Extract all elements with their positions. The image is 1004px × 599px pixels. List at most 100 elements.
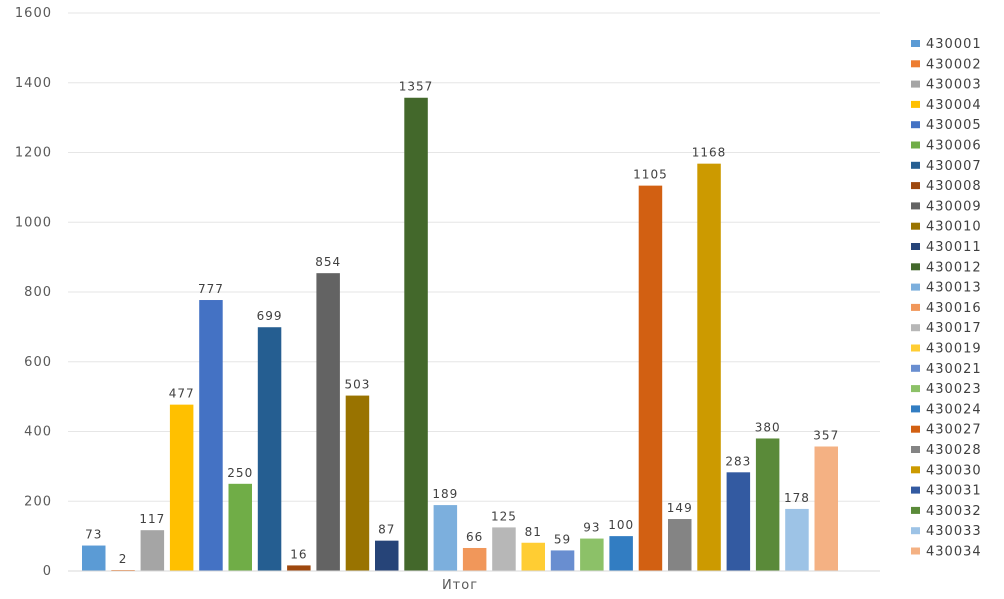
legend: 430001 430002 430003 430004 430005 430006 4300… bbox=[911, 37, 982, 560]
bar-430016 bbox=[462, 547, 487, 571]
data-label-430028: 149 bbox=[667, 501, 693, 515]
legend-swatch-430007 bbox=[911, 161, 920, 169]
data-label-430012: 1357 bbox=[399, 80, 434, 94]
legend-entry-430023: 430023 bbox=[926, 382, 982, 397]
data-label-430024: 100 bbox=[608, 518, 634, 532]
y-tick-label: 800 bbox=[24, 285, 52, 300]
bar-430034 bbox=[814, 446, 838, 571]
data-label-430031: 283 bbox=[725, 454, 751, 468]
y-tick-label: 1600 bbox=[15, 6, 52, 21]
legend-swatch-430023 bbox=[911, 385, 920, 393]
legend-entry-430013: 430013 bbox=[926, 281, 982, 296]
data-label-430021: 59 bbox=[554, 532, 571, 546]
bar-430004 bbox=[169, 404, 194, 571]
legend-swatch-430005 bbox=[911, 121, 920, 129]
data-label-430004: 477 bbox=[169, 387, 195, 401]
bar-430008 bbox=[287, 565, 311, 571]
legend-entry-430009: 430009 bbox=[926, 199, 982, 214]
x-category-label: Итог bbox=[442, 578, 478, 593]
bar-430012 bbox=[404, 97, 428, 571]
y-tick-label: 1200 bbox=[15, 146, 52, 161]
data-label-430027: 1105 bbox=[633, 168, 668, 182]
bars bbox=[82, 97, 838, 571]
legend-entry-430032: 430032 bbox=[926, 504, 982, 519]
legend-swatch-430019 bbox=[911, 344, 920, 352]
y-tick-label: 1000 bbox=[15, 215, 52, 230]
bar-430007 bbox=[257, 327, 282, 571]
y-tick-label: 0 bbox=[43, 564, 52, 579]
legend-swatch-430027 bbox=[911, 425, 920, 433]
bar-430030 bbox=[697, 163, 721, 571]
legend-swatch-430003 bbox=[911, 80, 920, 88]
legend-swatch-430009 bbox=[911, 202, 920, 210]
data-label-430011: 87 bbox=[378, 523, 395, 537]
bar-430032 bbox=[755, 438, 780, 571]
legend-entry-430034: 430034 bbox=[926, 545, 982, 560]
legend-entry-430006: 430006 bbox=[926, 139, 982, 154]
legend-entry-430005: 430005 bbox=[926, 118, 982, 133]
data-label-430023: 93 bbox=[583, 521, 600, 535]
legend-entry-430004: 430004 bbox=[926, 98, 982, 113]
legend-entry-430008: 430008 bbox=[926, 179, 982, 194]
data-label-430009: 854 bbox=[315, 255, 341, 269]
legend-entry-430030: 430030 bbox=[926, 463, 982, 478]
bar-430027 bbox=[638, 185, 663, 571]
bar-430017 bbox=[492, 527, 516, 571]
bar-430019 bbox=[521, 542, 545, 571]
y-tick-label: 200 bbox=[24, 494, 52, 509]
legend-entry-430031: 430031 bbox=[926, 484, 982, 499]
legend-swatch-430016 bbox=[911, 303, 920, 311]
y-axis-ticks: 0 200 400 600 800 1000 1200 1400 1600 bbox=[15, 6, 52, 579]
data-label-430008: 16 bbox=[290, 547, 307, 561]
legend-entry-430017: 430017 bbox=[926, 321, 982, 336]
legend-swatch-430004 bbox=[911, 100, 920, 108]
bar-430003 bbox=[140, 530, 165, 571]
data-label-430034: 357 bbox=[813, 428, 839, 442]
legend-swatch-430032 bbox=[911, 506, 920, 514]
bar-430023 bbox=[580, 538, 604, 571]
data-label-430001: 73 bbox=[85, 528, 102, 542]
data-label-430005: 777 bbox=[198, 282, 224, 296]
bar-430033 bbox=[785, 508, 809, 571]
bar-430009 bbox=[316, 273, 340, 571]
legend-swatch-430031 bbox=[911, 486, 920, 494]
y-tick-label: 400 bbox=[24, 425, 52, 440]
legend-swatch-430017 bbox=[911, 324, 920, 332]
legend-entry-430011: 430011 bbox=[926, 240, 982, 255]
bar-430021 bbox=[550, 550, 575, 571]
legend-entry-430019: 430019 bbox=[926, 342, 982, 357]
legend-swatch-430008 bbox=[911, 182, 920, 190]
legend-entry-430007: 430007 bbox=[926, 159, 982, 174]
legend-entry-430016: 430016 bbox=[926, 301, 982, 316]
data-labels: 73 2 117 477 777 250 699 16 854 503 87 1357 189 66 125… bbox=[85, 80, 839, 566]
legend-swatch-430002 bbox=[911, 60, 920, 68]
legend-entry-430028: 430028 bbox=[926, 443, 982, 458]
data-label-430033: 178 bbox=[784, 491, 810, 505]
data-label-430006: 250 bbox=[227, 466, 253, 480]
data-label-430003: 117 bbox=[139, 512, 165, 526]
legend-swatch-430012 bbox=[911, 263, 920, 271]
legend-swatch-430024 bbox=[911, 405, 920, 413]
bar-430010 bbox=[345, 395, 370, 571]
legend-swatch-430030 bbox=[911, 466, 920, 474]
y-tick-label: 1400 bbox=[15, 76, 52, 91]
bar-430006 bbox=[228, 483, 252, 571]
legend-swatch-430021 bbox=[911, 364, 920, 372]
legend-swatch-430006 bbox=[911, 141, 920, 149]
data-label-430019: 81 bbox=[525, 525, 542, 539]
legend-swatch-430001 bbox=[911, 40, 920, 47]
legend-swatch-430034 bbox=[911, 547, 920, 555]
bar-430001 bbox=[82, 545, 106, 571]
bar-430005 bbox=[199, 300, 223, 571]
legend-entry-430010: 430010 bbox=[926, 220, 982, 235]
data-label-430017: 125 bbox=[491, 509, 517, 523]
legend-swatch-430033 bbox=[911, 527, 920, 535]
data-label-430010: 503 bbox=[344, 378, 370, 392]
legend-entry-430003: 430003 bbox=[926, 78, 982, 93]
bar-430031 bbox=[726, 472, 751, 571]
bar-430013 bbox=[433, 505, 458, 571]
legend-entry-430027: 430027 bbox=[926, 423, 982, 438]
y-tick-label: 600 bbox=[24, 355, 52, 370]
